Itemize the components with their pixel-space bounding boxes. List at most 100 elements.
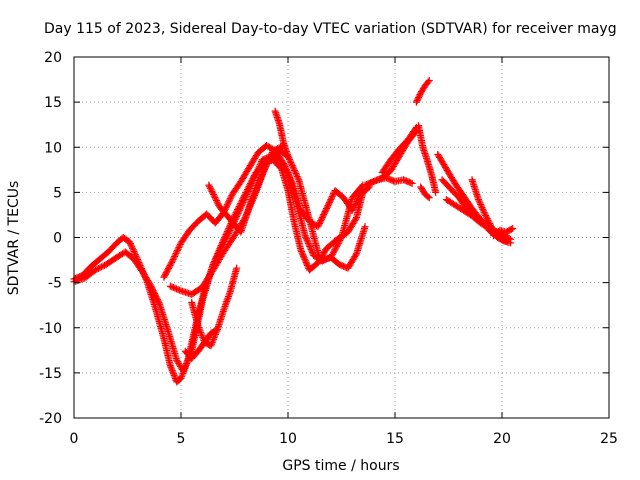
data-point [479,207,487,215]
data-point [233,264,241,272]
data-point [307,245,315,253]
data-point [372,176,380,184]
data-track-9 [365,174,416,187]
data-point [293,173,301,181]
data-point [414,95,422,103]
data-point [413,97,421,105]
x-tick-label: 20 [493,431,511,447]
data-point [233,211,241,219]
data-point [224,199,232,207]
data-point [239,198,247,206]
data-point [264,158,272,166]
data-point [241,194,249,202]
data-point [160,273,168,281]
data-point [223,233,231,241]
data-point [328,252,336,260]
data-point [164,266,172,274]
data-point [222,234,230,242]
data-point [154,297,162,305]
data-point [127,241,135,249]
data-point [183,358,191,366]
data-point [205,181,213,189]
data-point [263,159,271,167]
data-point [214,200,222,208]
data-point [334,240,342,248]
data-point [354,195,362,203]
data-track-17 [468,176,515,247]
data-point [209,337,217,345]
data-point [167,260,175,268]
data-point [182,361,190,369]
data-point [163,267,171,275]
data-point [263,161,271,169]
data-point [250,173,258,181]
data-point [258,170,266,178]
data-point [225,198,233,206]
data-point [223,201,231,209]
data-point [162,269,170,277]
data-point [245,184,253,192]
data-point [282,164,290,172]
data-point [318,215,326,223]
data-point [238,200,246,208]
data-point [348,206,356,214]
data-point [328,194,336,202]
data-point [303,261,311,269]
data-point [319,212,327,220]
data-point [226,227,234,235]
x-tick-label: 5 [177,431,186,447]
data-point [325,200,333,208]
data-point [284,170,292,178]
data-point [173,248,181,256]
data-point [485,218,493,226]
data-point [331,246,339,254]
data-point [171,373,179,381]
data-point [171,284,179,292]
data-point [486,220,494,228]
data-point [249,177,257,185]
data-point [425,76,433,84]
data-point [408,179,416,187]
data-point [221,237,229,245]
x-tick-label: 25 [600,431,618,447]
data-point [303,260,311,268]
data-point [481,210,489,218]
data-point [477,200,485,208]
data-point [323,205,331,213]
data-point [302,235,310,243]
data-point [355,193,363,201]
data-point [332,244,340,252]
data-point [251,172,259,180]
data-marks [70,76,517,386]
data-point [333,241,341,249]
data-point [269,147,277,155]
data-point [224,231,232,239]
data-point [93,265,101,273]
data-point [248,194,256,202]
data-point [237,203,245,211]
data-point [168,257,176,265]
data-point [336,237,344,245]
data-point [211,194,219,202]
data-point [170,254,178,262]
data-point [327,196,335,204]
data-point [482,212,490,220]
data-point [242,192,250,200]
data-point [155,299,163,307]
data-point [227,225,235,233]
data-point [302,258,310,266]
data-point [129,246,137,254]
data-point [169,255,177,263]
data-point [248,196,256,204]
data-track-5 [205,141,288,236]
data-point [333,243,341,251]
data-point [220,239,228,247]
data-point [213,198,221,206]
data-point [477,202,485,210]
y-tick-label: -15 [39,366,62,382]
data-point [261,164,269,172]
data-track-13 [417,183,433,202]
data-point [98,263,106,271]
data-point [170,370,178,378]
data-point [180,366,188,374]
